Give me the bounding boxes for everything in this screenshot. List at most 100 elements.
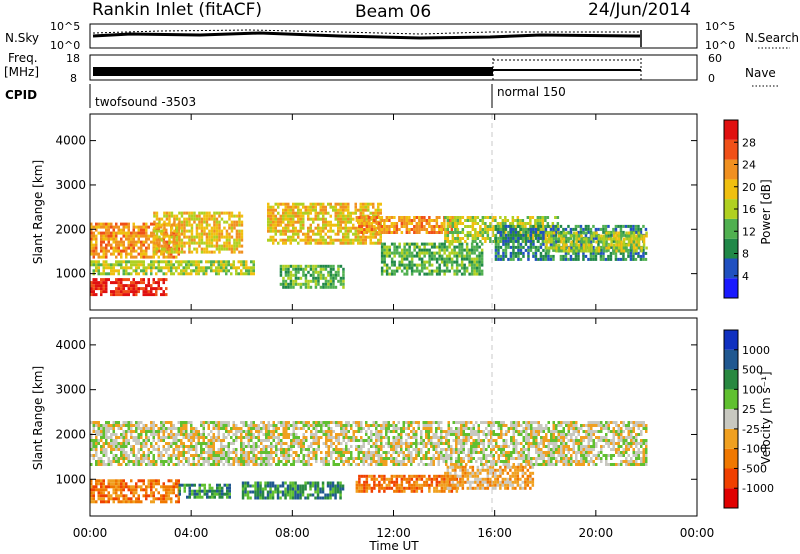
velocity-cell <box>197 433 200 436</box>
velocity-cell <box>370 463 373 466</box>
power-cell <box>324 276 328 280</box>
power-cell <box>393 242 396 246</box>
velocity-cell <box>357 448 360 451</box>
power-cell <box>413 228 416 231</box>
power-cell <box>187 263 190 267</box>
power-cell <box>347 229 350 233</box>
power-cell <box>517 251 520 255</box>
velocity-cell <box>202 424 205 427</box>
power-cell <box>178 220 181 224</box>
power-cell <box>102 290 105 294</box>
velocity-cell <box>97 424 100 427</box>
velocity-cell <box>430 463 433 466</box>
power-cell <box>132 246 135 250</box>
power-cell <box>225 244 229 248</box>
velocity-cell <box>425 457 428 460</box>
power-cell <box>294 232 297 236</box>
power-cell <box>157 260 160 264</box>
power-cell <box>142 240 145 244</box>
nsky-label: N.Sky <box>5 31 39 45</box>
velocity-cell <box>432 454 435 457</box>
power-cell <box>547 251 550 255</box>
power-cell <box>329 241 332 245</box>
power-cell <box>423 263 426 267</box>
velocity-cell <box>117 436 120 439</box>
power-cell <box>557 246 561 250</box>
power-cell <box>187 266 190 270</box>
velocity-cell <box>187 433 190 436</box>
velocity-cell <box>185 445 188 448</box>
velocity-cell <box>467 439 470 442</box>
velocity-cell <box>132 460 135 463</box>
power-cell <box>383 228 386 231</box>
power-cell <box>579 227 583 231</box>
power-cell <box>203 226 206 230</box>
velocity-cell <box>380 430 383 433</box>
velocity-cell <box>365 439 368 442</box>
power-cell <box>504 245 508 249</box>
velocity-cell <box>137 448 140 451</box>
velocity-cell <box>477 424 480 427</box>
power-cell <box>299 202 302 206</box>
velocity-cell <box>117 427 120 430</box>
power-cell <box>314 276 318 280</box>
velocity-cell <box>300 439 303 442</box>
power-cell <box>233 244 236 248</box>
power-cell <box>365 228 369 231</box>
power-cell <box>312 217 315 221</box>
power-cell <box>420 257 424 261</box>
power-cell <box>339 205 342 209</box>
power-cell <box>147 237 150 241</box>
power-cell <box>92 249 95 253</box>
velocity-cell <box>200 448 203 451</box>
power-cell <box>584 224 588 228</box>
power-cell <box>314 241 317 245</box>
velocity-cell <box>137 463 140 466</box>
power-cell <box>347 241 350 245</box>
velocity-cell <box>155 442 158 445</box>
velocity-cell <box>357 421 360 424</box>
velocity-cell <box>325 424 328 427</box>
power-cell <box>450 263 454 267</box>
power-cell <box>107 237 110 241</box>
power-cell <box>418 231 421 234</box>
power-cell <box>344 202 347 206</box>
velocity-cell <box>265 445 268 448</box>
velocity-cell <box>152 463 155 466</box>
power-cell <box>428 260 431 264</box>
power-cell <box>511 216 515 219</box>
velocity-cell <box>205 442 208 445</box>
velocity-cell <box>130 421 133 424</box>
power-cell <box>363 231 366 234</box>
velocity-cell <box>312 442 315 445</box>
power-cell <box>137 246 140 250</box>
velocity-cell <box>202 457 205 460</box>
velocity-cell <box>380 424 383 427</box>
velocity-cell <box>440 442 443 445</box>
power-cell <box>160 260 163 264</box>
power-cell <box>165 234 168 238</box>
power-cell <box>554 216 557 219</box>
power-cell <box>342 267 345 271</box>
velocity-cell <box>320 436 323 439</box>
power-cell <box>575 243 578 247</box>
velocity-cell <box>185 460 188 463</box>
velocity-cell <box>175 448 178 451</box>
velocity-cell <box>430 427 433 430</box>
velocity-cell <box>277 460 280 463</box>
power-cell <box>337 217 340 221</box>
velocity-cell <box>122 457 125 460</box>
power-cell <box>157 269 160 273</box>
power-cell <box>450 242 454 246</box>
velocity-cell <box>362 427 365 430</box>
velocity-cell <box>427 442 430 445</box>
velocity-cell <box>307 445 310 448</box>
power-cell <box>282 220 285 224</box>
power-cell <box>287 273 290 277</box>
velocity-cell <box>435 436 438 439</box>
power-cell <box>410 242 414 246</box>
velocity-cell <box>102 442 105 445</box>
velocity-cell <box>185 430 188 433</box>
power-cell <box>339 264 343 268</box>
velocity-cell <box>272 436 275 439</box>
